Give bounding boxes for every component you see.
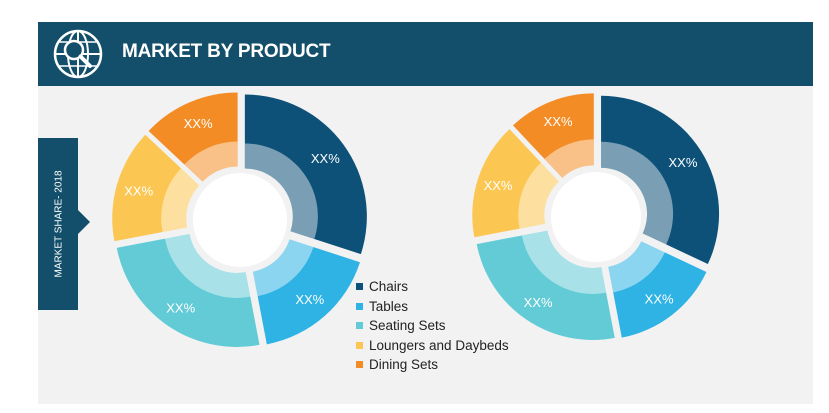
data-label-loungers-and-daybeds: XX%	[124, 184, 153, 199]
legend-label: Chairs	[369, 279, 409, 295]
slice-loungers-and-daybeds	[472, 129, 559, 238]
legend-swatch	[356, 341, 363, 349]
slice-seating-sets	[476, 230, 615, 340]
data-label-dining-sets: XX%	[544, 114, 573, 129]
legend-label: Seating Sets	[369, 318, 446, 334]
slice-dining-sets	[148, 92, 238, 182]
data-label-loungers-and-daybeds: XX%	[484, 178, 513, 193]
donut-hole	[193, 173, 287, 267]
slice-inner-ring-chairs	[244, 143, 318, 240]
chart-legend: Chairs Tables Seating Sets Loungers and Day…	[356, 277, 509, 375]
data-label-tables: XX%	[645, 291, 674, 306]
legend-swatch	[356, 283, 363, 291]
side-label-arrow	[78, 210, 90, 234]
slice-loungers-and-daybeds	[112, 134, 200, 242]
legend-item: Chairs	[356, 277, 509, 297]
slice-dining-sets	[513, 93, 594, 178]
header-bar: MARKET BY PRODUCT	[38, 22, 813, 86]
legend-item: Dining Sets	[356, 355, 509, 375]
slice-inner-ring-loungers-and-daybeds	[518, 162, 559, 229]
data-label-tables: XX%	[295, 292, 324, 307]
data-label-seating-sets: XX%	[524, 295, 553, 310]
legend-label: Tables	[369, 298, 409, 314]
data-label-chairs: XX%	[311, 151, 340, 166]
legend-swatch	[356, 361, 363, 369]
slice-inner-ring-loungers-and-daybeds	[161, 168, 200, 233]
slice-inner-ring-dining-sets	[184, 141, 238, 182]
slice-chairs	[601, 95, 720, 265]
slice-inner-ring-dining-sets	[544, 139, 594, 178]
legend-item: Seating Sets	[356, 316, 509, 336]
slice-chairs	[244, 94, 367, 255]
slice-inner-ring-tables	[252, 239, 314, 297]
legend-swatch	[356, 302, 363, 310]
data-label-chairs: XX%	[669, 155, 698, 170]
slice-tables	[252, 239, 360, 345]
page-title: MARKET BY PRODUCT	[122, 41, 331, 62]
donut-chart-2: XX% XX% XX% XX% XX%	[472, 93, 720, 340]
data-label-seating-sets: XX%	[166, 300, 195, 315]
slice-tables	[608, 241, 707, 338]
legend-label: Loungers and Daybeds	[369, 337, 509, 353]
slice-seating-sets	[116, 233, 260, 347]
side-label-tab	[38, 138, 78, 310]
slice-inner-ring-tables	[608, 241, 665, 293]
legend-item: Tables	[356, 297, 509, 317]
donut-chart-1: XX% XX% XX% XX% XX%	[112, 92, 367, 347]
legend-swatch	[356, 322, 363, 330]
donut-hole	[551, 172, 641, 262]
slice-inner-ring-seating-sets	[164, 233, 251, 298]
slice-inner-ring-seating-sets	[521, 230, 607, 294]
legend-item: Loungers and Daybeds	[356, 336, 509, 356]
data-label-dining-sets: XX%	[184, 116, 213, 131]
globe-search-icon	[53, 29, 103, 79]
slice-inner-ring-chairs	[601, 141, 674, 245]
legend-label: Dining Sets	[369, 357, 439, 373]
